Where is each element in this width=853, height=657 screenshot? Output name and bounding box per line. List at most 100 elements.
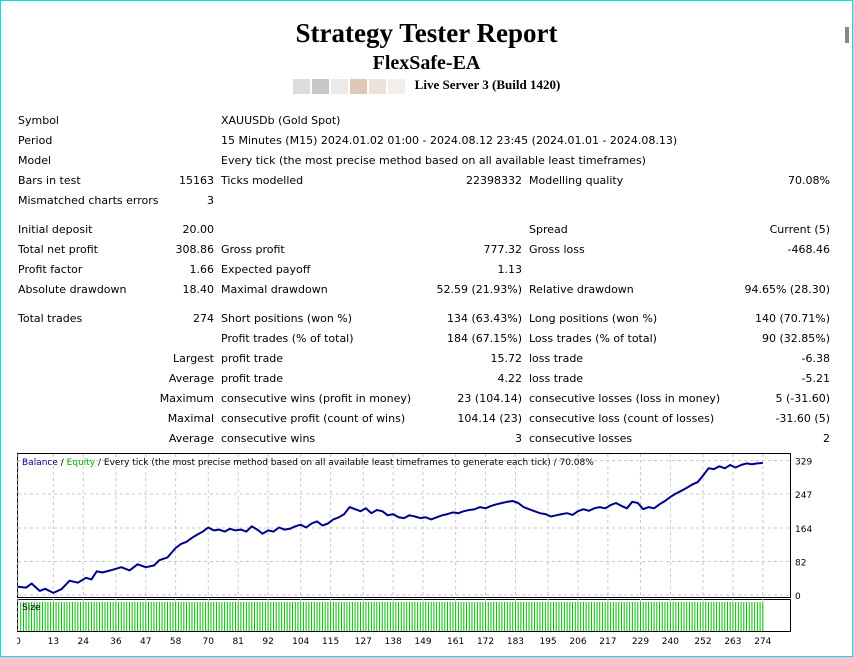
scrollbar-thumb[interactable] bbox=[845, 27, 849, 43]
x-tick-label: 206 bbox=[569, 637, 586, 647]
gross-profit-label: Gross profit bbox=[221, 243, 285, 256]
avg-consec-losses-value: 2 bbox=[823, 432, 830, 445]
maximal-profit-label: consecutive profit (count of wins) bbox=[221, 412, 406, 425]
maximal-loss-label: consecutive loss (count of losses) bbox=[529, 412, 715, 425]
abs-dd-value: 18.40 bbox=[182, 283, 215, 296]
deposit-value: 20.00 bbox=[182, 223, 215, 236]
ea-name: FlexSafe-EA bbox=[372, 52, 481, 74]
x-tick-label: 195 bbox=[539, 637, 556, 647]
maximal-loss-value: -31.60 (5) bbox=[775, 412, 830, 425]
net-profit-value: 308.86 bbox=[175, 243, 215, 256]
avg-consec-wins-value: 3 bbox=[515, 432, 522, 445]
profit-factor-value: 1.66 bbox=[189, 263, 215, 276]
spread-label: Spread bbox=[529, 223, 568, 236]
legend-equity: Equity bbox=[67, 458, 96, 468]
gross-loss-label: Gross loss bbox=[529, 243, 585, 256]
x-tick-label: 13 bbox=[48, 637, 59, 647]
y-tick-label: 0 bbox=[795, 592, 801, 602]
deposit-label: Initial deposit bbox=[18, 223, 93, 236]
legend-separator: / bbox=[58, 458, 67, 468]
y-tick-label: 82 bbox=[795, 558, 806, 568]
server-name: Live Server 3 (Build 1420) bbox=[414, 77, 561, 92]
x-tick-label: 58 bbox=[170, 637, 182, 647]
gross-loss-value: -468.46 bbox=[787, 243, 830, 256]
redacted-block bbox=[387, 79, 405, 95]
y-tick-label: 247 bbox=[795, 491, 812, 501]
main-plot-frame bbox=[17, 453, 791, 598]
largest-profit-value: 15.72 bbox=[490, 352, 523, 365]
max-dd-value: 52.59 (21.93%) bbox=[436, 283, 522, 296]
ticks-label: Ticks modelled bbox=[221, 174, 304, 187]
avg-consec-losses-label: consecutive losses bbox=[529, 432, 633, 445]
x-tick-label: 263 bbox=[724, 637, 741, 647]
x-tick-label: 172 bbox=[477, 637, 494, 647]
y-tick-label: 164 bbox=[795, 525, 812, 535]
quality-value: 70.08% bbox=[788, 174, 830, 187]
profit-trades-value: 184 (67.15%) bbox=[446, 332, 522, 345]
net-profit-label: Total net profit bbox=[18, 243, 98, 256]
average-profit-value: 4.22 bbox=[497, 372, 523, 385]
balance-chart: 0 82 164 247 329 0 13 24 36 47 58 70 81 92 104 115 127 13… bbox=[17, 453, 812, 647]
x-tick-label: 217 bbox=[599, 637, 616, 647]
redacted-block bbox=[368, 79, 386, 95]
max-consec-wins-label: consecutive wins (profit in money) bbox=[221, 392, 412, 405]
maximum-label: Maximum bbox=[159, 392, 214, 405]
chart-legend: Balance / Equity / Every tick (the most … bbox=[22, 458, 594, 468]
mismatched-label: Mismatched charts errors bbox=[18, 194, 159, 207]
x-tick-label: 240 bbox=[662, 637, 679, 647]
x-tick-label: 47 bbox=[140, 637, 151, 647]
loss-trades-value: 90 (32.85%) bbox=[761, 332, 830, 345]
x-tick-label: 24 bbox=[78, 637, 90, 647]
abs-dd-label: Absolute drawdown bbox=[18, 283, 127, 296]
model-label: Model bbox=[18, 154, 52, 167]
maximal-label: Maximal bbox=[167, 412, 214, 425]
model-value: Every tick (the most precise method base… bbox=[221, 154, 646, 167]
largest-loss-label: loss trade bbox=[529, 352, 584, 365]
long-pos-value: 140 (70.71%) bbox=[754, 312, 830, 325]
profit-factor-label: Profit factor bbox=[18, 263, 83, 276]
quality-label: Modelling quality bbox=[529, 174, 624, 187]
x-tick-label: 81 bbox=[232, 637, 243, 647]
average-loss-label: loss trade bbox=[529, 372, 584, 385]
x-tick-label: 0 bbox=[17, 637, 21, 647]
y-tick-label: 329 bbox=[795, 458, 812, 468]
x-tick-label: 36 bbox=[110, 637, 122, 647]
loss-trades-label: Loss trades (% of total) bbox=[529, 332, 657, 345]
total-trades-value: 274 bbox=[193, 312, 214, 325]
max-consec-losses-label: consecutive losses (loss in money) bbox=[529, 392, 721, 405]
x-tick-label: 274 bbox=[754, 637, 771, 647]
x-tick-label: 92 bbox=[262, 637, 273, 647]
x-tick-label: 104 bbox=[292, 637, 309, 647]
redacted-block bbox=[311, 79, 329, 95]
redacted-account-block bbox=[292, 78, 407, 95]
x-tick-label: 115 bbox=[322, 637, 339, 647]
ticks-value: 22398332 bbox=[466, 174, 522, 187]
largest-label: Largest bbox=[173, 352, 214, 365]
average-loss-value: -5.21 bbox=[801, 372, 830, 385]
x-tick-label: 127 bbox=[355, 637, 372, 647]
redacted-block bbox=[349, 79, 367, 95]
x-tick-label: 70 bbox=[203, 637, 215, 647]
redacted-block bbox=[330, 79, 348, 95]
largest-loss-value: -6.38 bbox=[801, 352, 830, 365]
legend-balance: Balance bbox=[22, 458, 58, 468]
average-label: Average bbox=[168, 372, 214, 385]
x-tick-label: 252 bbox=[694, 637, 711, 647]
x-tick-label: 183 bbox=[507, 637, 524, 647]
total-trades-label: Total trades bbox=[18, 312, 83, 325]
legend-description: / Every tick (the most precise method ba… bbox=[95, 458, 594, 468]
redacted-block bbox=[292, 79, 310, 95]
bars-value: 15163 bbox=[179, 174, 214, 187]
profit-trades-label: Profit trades (% of total) bbox=[221, 332, 354, 345]
rel-dd-label: Relative drawdown bbox=[529, 283, 634, 296]
x-tick-label: 149 bbox=[414, 637, 431, 647]
max-consec-wins-value: 23 (104.14) bbox=[457, 392, 522, 405]
report-title: Strategy Tester Report bbox=[295, 18, 558, 48]
max-consec-losses-value: 5 (-31.60) bbox=[775, 392, 830, 405]
mismatched-value: 3 bbox=[207, 194, 214, 207]
volume-label: Size bbox=[22, 603, 41, 613]
x-tick-label: 138 bbox=[385, 637, 402, 647]
server-line: Live Server 3 (Build 1420) bbox=[0, 77, 853, 95]
average-consec-label: Average bbox=[168, 432, 214, 445]
x-tick-label: 161 bbox=[447, 637, 464, 647]
